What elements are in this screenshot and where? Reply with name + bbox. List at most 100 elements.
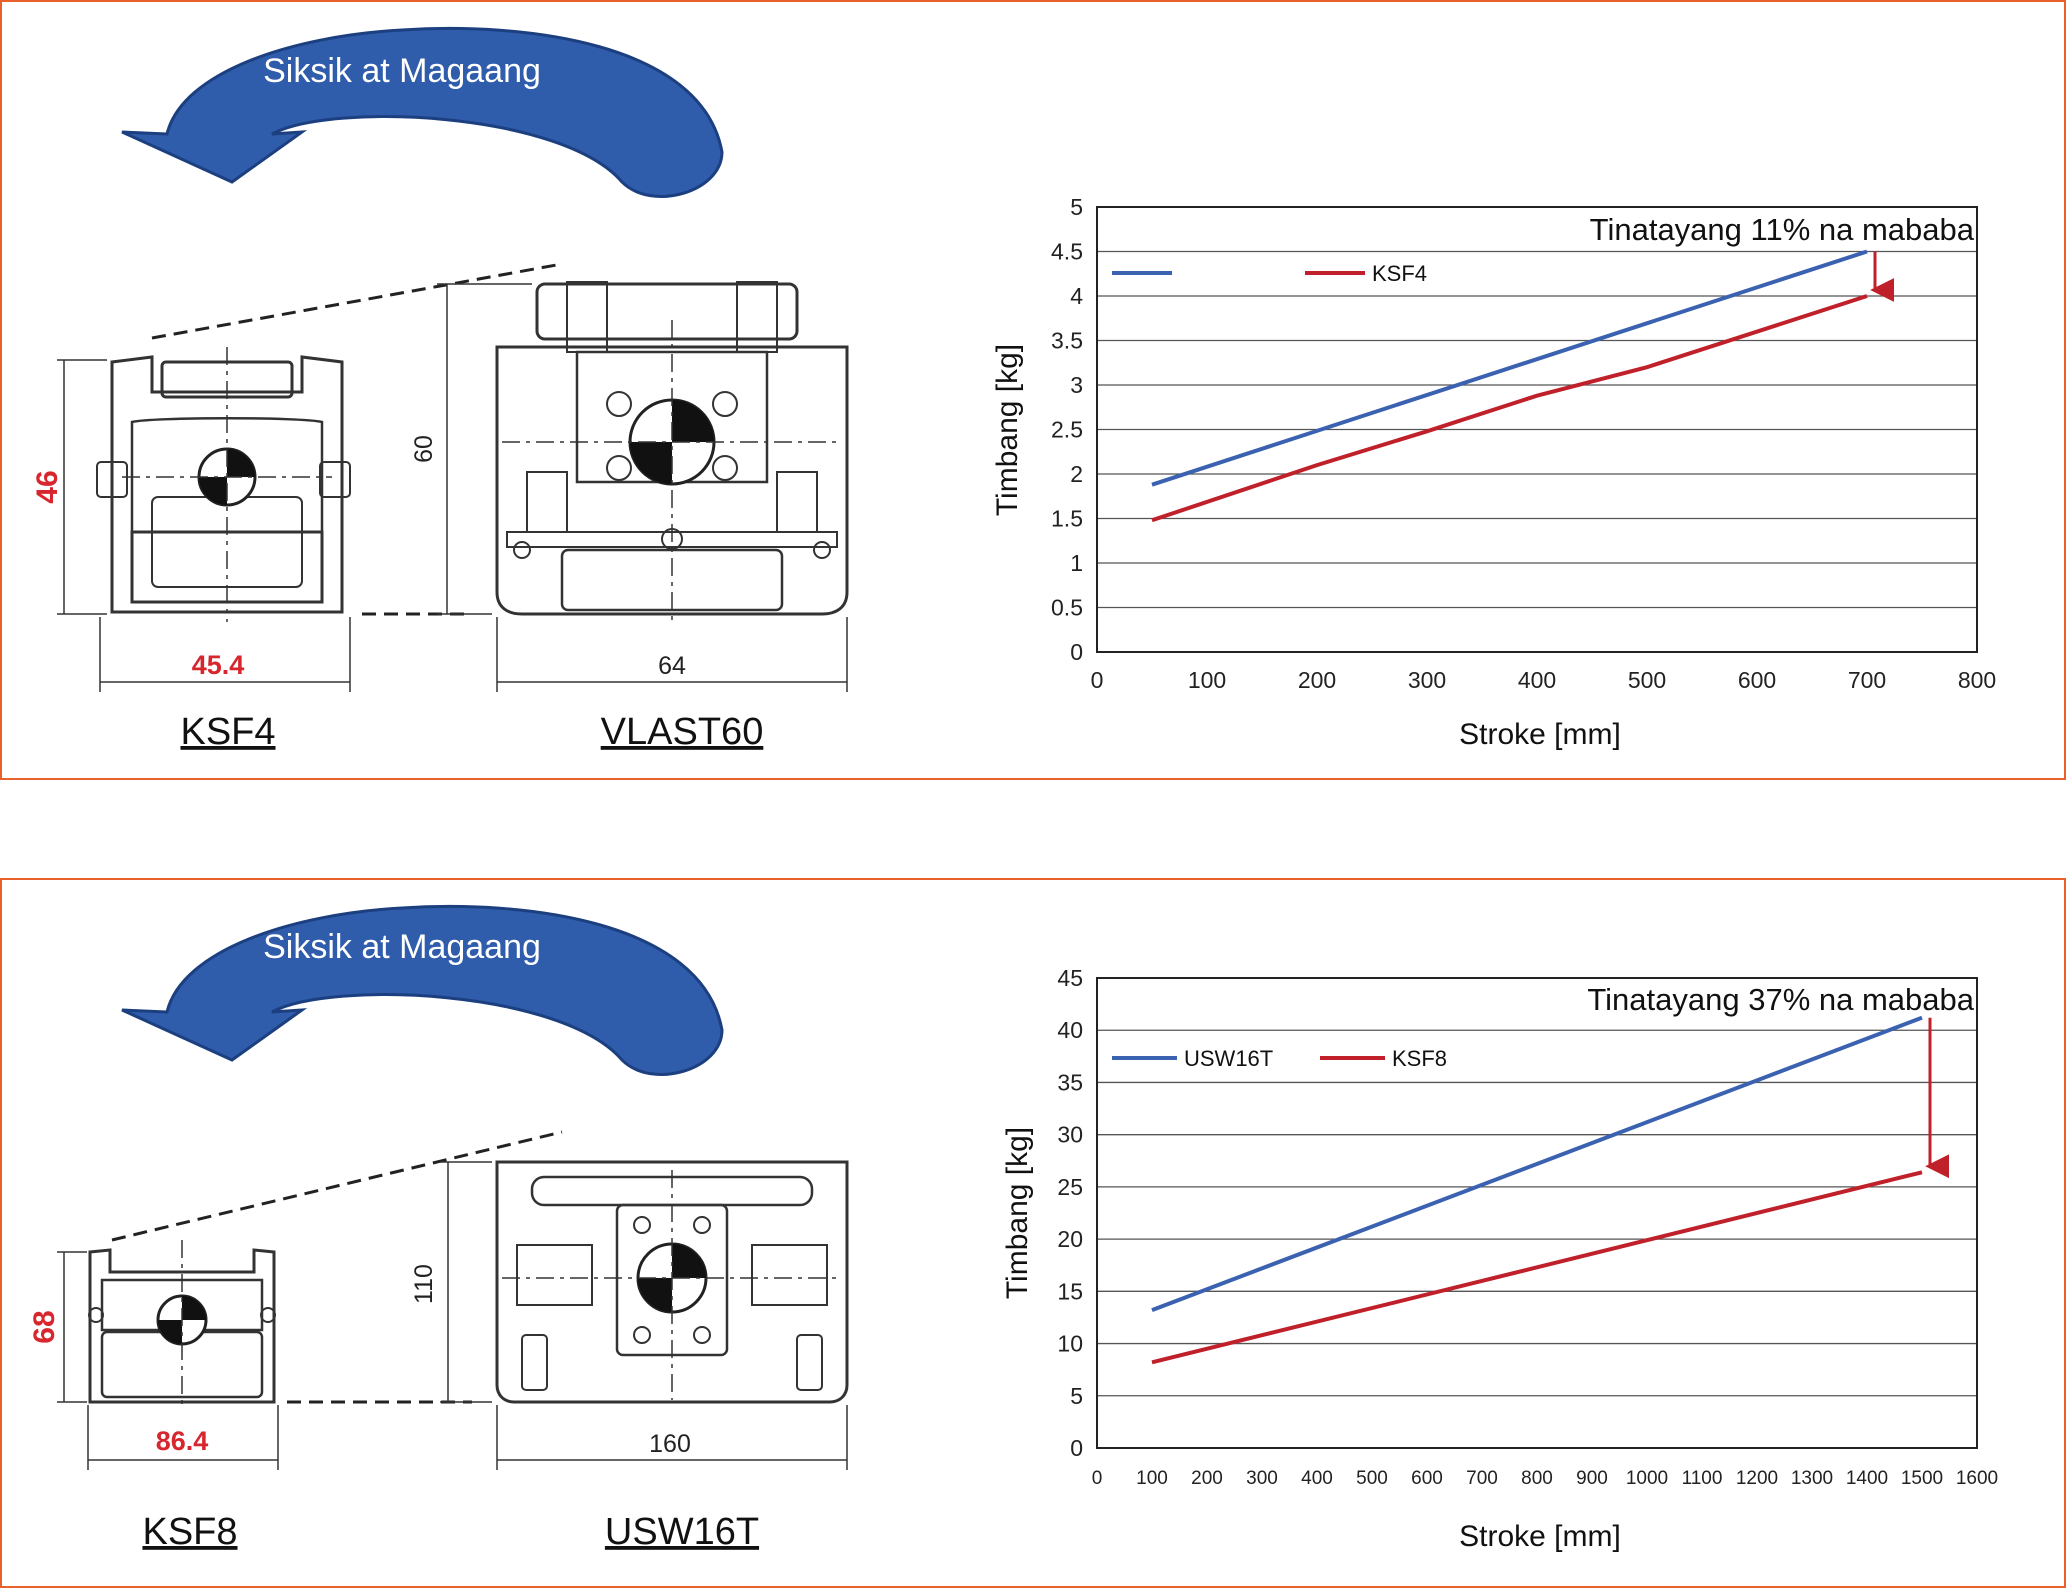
chart-1-x-axis-title: Stroke [mm] (1459, 718, 1621, 751)
chart-2-x-ticks: 0 100 200 300 400 500 600 700 800 900 1000 1100 1200… (1092, 1468, 1998, 1489)
chart2-x-tick-label: 600 (1411, 1468, 1443, 1489)
size-compare-line-top (111, 1130, 563, 1242)
chart-1-x-ticks: 0 100 200 300 400 500 600 700 800 (1091, 667, 1997, 693)
comparison-panel-2: Siksik at Magaang 68 86.4 KSF8 (0, 878, 2066, 1588)
ksf4-dimensions (57, 359, 351, 692)
chart2-y-tick-label: 15 (1057, 1278, 1083, 1304)
chart-2-x-axis-title: Stroke [mm] (1459, 1520, 1621, 1553)
chart1-x-tick-label: 800 (1958, 667, 1996, 693)
chart-2: 0 5 10 15 20 25 30 35 40 45 0 100 200 300 400 500 600 70… (1001, 965, 1998, 1553)
chart2-series-line-2 (1151, 1170, 1923, 1365)
ksf4-width-dim: 45.4 (192, 650, 245, 680)
chart2-x-tick-label: 500 (1356, 1468, 1388, 1489)
chart1-y-tick-label: 3 (1070, 372, 1083, 398)
chart1-y-tick-label: 1 (1070, 550, 1083, 576)
ksf4-height-dim: 46 (31, 470, 64, 503)
chart1-x-tick-label: 0 (1091, 667, 1104, 693)
panel-1-graphics: Siksik at Magaang 46 45.4 (31, 26, 1996, 753)
usw16t-width-dim: 160 (649, 1430, 691, 1458)
usw16t-height-dim: 110 (410, 1264, 438, 1304)
chart2-x-tick-label: 1200 (1736, 1468, 1778, 1489)
chart2-x-tick-label: 400 (1301, 1468, 1333, 1489)
vlast60-label: VLAST60 (601, 711, 764, 753)
chart-1-plot-area (1096, 206, 1978, 653)
chart-2-legend-label-1: USW16T (1184, 1046, 1273, 1071)
vlast60-height-dim: 60 (410, 435, 438, 463)
chart2-x-tick-label: 1000 (1626, 1468, 1668, 1489)
chart1-y-tick-label: 1.5 (1051, 506, 1083, 532)
chart2-y-tick-label: 0 (1070, 1435, 1083, 1461)
chart1-series-line-1 (1151, 249, 1868, 487)
chart2-y-tick-label: 25 (1057, 1174, 1083, 1200)
compact-arrow: Siksik at Magaang (121, 26, 724, 198)
chart-1-legend-label-2: KSF4 (1372, 261, 1427, 286)
chart1-x-tick-label: 700 (1848, 667, 1886, 693)
ksf8-height-dim: 68 (28, 1310, 61, 1343)
chart1-y-tick-label: 0 (1070, 639, 1083, 665)
vlast60-width-dim: 64 (658, 652, 686, 680)
chart1-y-tick-label: 4 (1070, 283, 1083, 309)
chart-2-plot-area (1096, 977, 1978, 1449)
chart1-x-tick-label: 400 (1518, 667, 1556, 693)
chart2-y-tick-label: 40 (1057, 1017, 1083, 1043)
chart2-y-tick-label: 20 (1057, 1226, 1083, 1252)
chart2-x-tick-label: 1500 (1901, 1468, 1943, 1489)
usw16t-drawing (495, 1160, 849, 1404)
chart2-x-tick-label: 800 (1521, 1468, 1553, 1489)
chart1-x-tick-label: 600 (1738, 667, 1776, 693)
chart2-y-tick-label: 35 (1057, 1069, 1083, 1095)
ksf4-label: KSF4 (180, 711, 275, 753)
chart2-y-tick-label: 30 (1057, 1122, 1083, 1148)
chart1-y-tick-label: 2 (1070, 461, 1083, 487)
chart2-x-tick-label: 900 (1576, 1468, 1608, 1489)
chart-1-y-ticks: 0 0.5 1 1.5 2 2.5 3 3.5 4 4.5 5 (1051, 194, 1083, 665)
ksf8-width-dim: 86.4 (156, 1426, 209, 1456)
chart2-x-tick-label: 200 (1191, 1468, 1223, 1489)
chart2-y-tick-label: 10 (1057, 1331, 1083, 1357)
chart2-series-line-1 (1151, 1015, 1923, 1313)
chart2-x-tick-label: 100 (1136, 1468, 1168, 1489)
chart2-x-tick-label: 0 (1092, 1468, 1103, 1489)
comparison-panel-1: Siksik at Magaang 46 45.4 (0, 0, 2066, 780)
chart-2-series (1151, 1015, 1923, 1365)
chart2-x-tick-label: 1400 (1846, 1468, 1888, 1489)
chart-1: 0 0.5 1 1.5 2 2.5 3 3.5 4 4.5 5 0 100 200 300 400 500 60… (991, 194, 1996, 751)
chart1-y-tick-label: 3.5 (1051, 328, 1083, 354)
chart1-x-tick-label: 100 (1188, 667, 1226, 693)
chart1-x-tick-label: 200 (1298, 667, 1336, 693)
ksf8-drawing (88, 1240, 276, 1410)
chart-2-legend-label-2: KSF8 (1392, 1046, 1447, 1071)
ksf4-drawing (96, 347, 351, 622)
chart2-x-tick-label: 1300 (1791, 1468, 1833, 1489)
chart1-x-tick-label: 500 (1628, 667, 1666, 693)
usw16t-dimensions (440, 1161, 848, 1470)
arrow-label: Siksik at Magaang (263, 52, 541, 90)
chart-2-annotation: Tinatayang 37% na mababa (1587, 982, 1974, 1017)
chart1-y-tick-label: 2.5 (1051, 417, 1083, 443)
chart2-x-tick-label: 700 (1466, 1468, 1498, 1489)
usw16t-label: USW16T (605, 1511, 759, 1553)
chart1-y-tick-label: 4.5 (1051, 239, 1083, 265)
chart2-x-tick-label: 1100 (1682, 1468, 1723, 1489)
chart2-y-tick-label: 45 (1057, 965, 1083, 991)
chart2-x-tick-label: 1600 (1956, 1468, 1998, 1489)
vlast60-dimensions (437, 283, 848, 692)
compact-arrow: Siksik at Magaang (121, 904, 724, 1076)
chart2-x-tick-label: 300 (1246, 1468, 1278, 1489)
chart1-x-tick-label: 300 (1408, 667, 1446, 693)
chart-2-y-ticks: 0 5 10 15 20 25 30 35 40 45 (1057, 965, 1083, 1461)
panel-2-graphics: Siksik at Magaang 68 86.4 KSF8 (28, 904, 1998, 1553)
chart1-y-tick-label: 0.5 (1051, 595, 1083, 621)
chart-1-gridlines (1097, 206, 1977, 653)
chart-1-series (1151, 249, 1868, 523)
vlast60-drawing (495, 281, 849, 622)
ksf8-label: KSF8 (142, 1511, 237, 1553)
chart-2-y-axis-title: Timbang [kg] (1001, 1127, 1034, 1299)
chart-1-y-axis-title: Timbang [kg] (991, 344, 1024, 516)
arrow-label: Siksik at Magaang (263, 928, 541, 966)
chart1-y-tick-label: 5 (1070, 194, 1083, 220)
chart2-y-tick-label: 5 (1070, 1383, 1083, 1409)
size-compare-line-top (151, 262, 563, 340)
ksf8-dimensions (57, 1251, 279, 1470)
chart1-series-line-2 (1151, 294, 1868, 523)
